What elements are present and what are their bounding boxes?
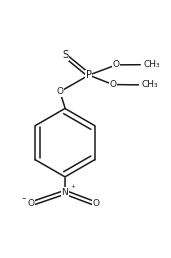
Text: O: O [56, 87, 63, 96]
Text: CH₃: CH₃ [142, 80, 159, 89]
Text: +: + [70, 183, 75, 189]
Text: O: O [92, 199, 99, 208]
Text: O: O [109, 80, 116, 89]
Text: N: N [62, 188, 68, 197]
Text: CH₃: CH₃ [144, 60, 160, 69]
Text: S: S [62, 51, 68, 60]
Text: P: P [86, 70, 92, 80]
Text: O: O [27, 199, 34, 208]
Text: −: − [22, 196, 26, 200]
Text: O: O [113, 60, 120, 69]
